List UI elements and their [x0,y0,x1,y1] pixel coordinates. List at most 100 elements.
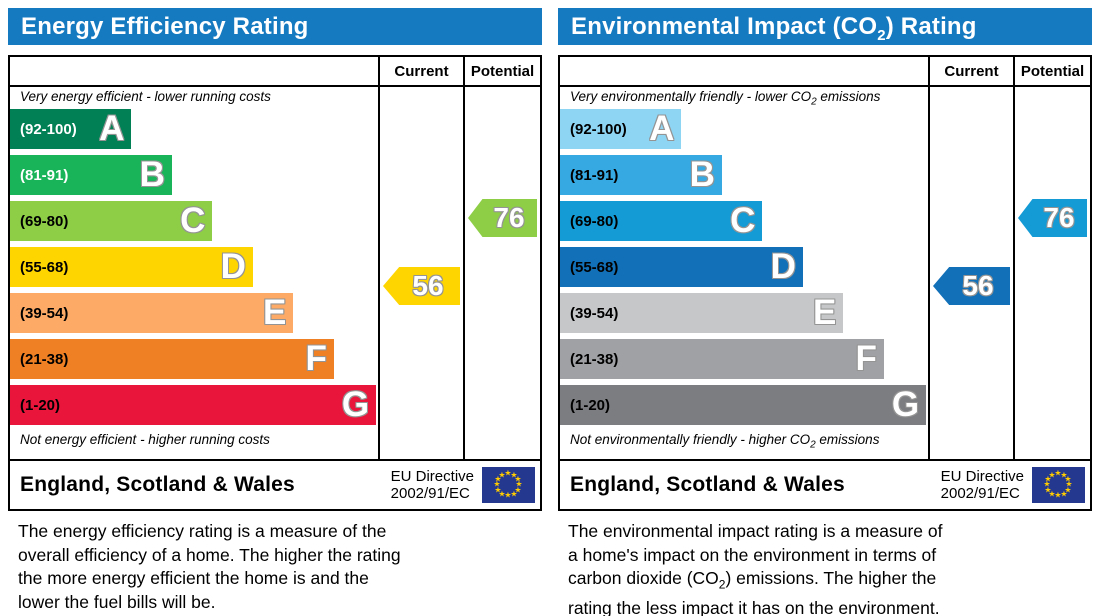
current-column-header: Current [378,57,463,85]
current-column-header: Current [928,57,1013,85]
bottom-caption: Not environmentally friendly - higher CO… [570,432,880,451]
potential-rating-arrow: 76 [1018,199,1087,237]
band-f: (21-38) F [10,339,334,379]
band-letter: D [770,247,796,286]
band-row: (21-38) F [10,339,378,385]
current-rating-arrow: 56 [933,267,1010,305]
band-row: (69-80) C [560,201,928,247]
band-letter: E [813,293,837,332]
band-range: (69-80) [20,212,69,230]
current-column: 56 [378,87,463,459]
energy-rating-description: The energy efficiency rating is a measur… [18,521,401,612]
band-column-header [10,57,378,85]
bands-column: Very environmentally friendly - lower CO… [560,87,928,459]
band-range: (39-54) [20,304,69,322]
potential-column-header: Potential [1013,57,1090,85]
energy-rating-table: Current Potential Very energy efficient … [8,55,542,511]
potential-rating-value: 76 [493,202,525,233]
band-range: (21-38) [570,350,619,368]
band-letter: E [263,293,287,332]
band-row: (1-20) G [10,385,378,431]
title-text-after: ) Rating [885,13,977,40]
energy-panel-title: Energy Efficiency Rating [8,8,542,45]
current-rating-arrow: 56 [383,267,460,305]
band-row: (21-38) F [560,339,928,385]
potential-column: 76 [463,87,540,459]
band-a: (92-100) A [560,109,682,149]
band-letter: B [139,155,165,194]
band-range: (69-80) [570,212,619,230]
chart-body: Very energy efficient - lower running co… [10,87,540,459]
band-range: (1-20) [20,396,61,414]
current-column: 56 [928,87,1013,459]
eu-directive-label: EU Directive 2002/91/EC [390,468,474,502]
band-a: (92-100) A [10,109,132,149]
band-range: (81-91) [20,166,69,184]
bottom-caption: Not energy efficient - higher running co… [20,432,270,448]
band-g: (1-20) G [560,385,927,425]
band-row: (1-20) G [560,385,928,431]
band-row: (39-54) E [10,293,378,339]
band-range: (81-91) [570,166,619,184]
current-rating-value: 56 [962,270,994,301]
band-letter: F [855,339,877,378]
band-range: (55-68) [570,258,619,276]
energy-efficiency-panel: Energy Efficiency Rating Current Potenti… [8,8,542,511]
eu-directive-label: EU Directive 2002/91/EC [940,468,1024,502]
table-header: Current Potential [10,57,540,87]
region-label: England, Scotland & Wales [20,473,295,496]
band-e: (39-54) E [560,293,844,333]
table-header: Current Potential [560,57,1090,87]
band-row: (39-54) E [560,293,928,339]
co2-panel-title: Environmental Impact (CO2) Rating [558,8,1092,45]
band-d: (55-68) D [10,247,253,287]
current-rating-value: 56 [412,270,444,301]
band-range: (21-38) [20,350,69,368]
potential-column: 76 [1013,87,1090,459]
region-label: England, Scotland & Wales [570,473,845,496]
band-row: (55-68) D [560,247,928,293]
band-c: (69-80) C [10,201,213,241]
potential-rating-arrow: 76 [468,199,537,237]
band-letter: B [689,155,715,194]
chart-body: Very environmentally friendly - lower CO… [560,87,1090,459]
band-g: (1-20) G [10,385,377,425]
band-letter: G [891,385,920,424]
potential-column-header: Potential [463,57,540,85]
title-text: Environmental Impact (CO [571,13,878,40]
band-range: (92-100) [20,120,77,138]
band-e: (39-54) E [10,293,294,333]
band-f: (21-38) F [560,339,884,379]
band-range: (92-100) [570,120,627,138]
band-column-header [560,57,928,85]
band-row: (92-100) A [10,109,378,155]
band-letter: F [305,339,327,378]
band-range: (55-68) [20,258,69,276]
band-row: (81-91) B [560,155,928,201]
potential-rating-value: 76 [1043,202,1075,233]
eu-flag-icon [1032,467,1085,503]
band-row: (55-68) D [10,247,378,293]
band-letter: C [180,201,206,240]
environmental-impact-panel: Environmental Impact (CO2) Rating Curren… [558,8,1092,511]
band-letter: C [730,201,756,240]
band-row: (81-91) B [10,155,378,201]
band-b: (81-91) B [560,155,722,195]
co2-rating-description: The environmental impact rating is a mea… [568,521,943,616]
table-footer: England, Scotland & Wales EU Directive 2… [10,459,540,509]
title-subscript: 2 [877,26,886,44]
band-range: (1-20) [570,396,611,414]
top-caption: Very energy efficient - lower running co… [20,88,271,104]
title-text: Energy Efficiency Rating [21,13,309,40]
band-letter: D [220,247,246,286]
band-letter: A [99,109,125,148]
band-letter: A [649,109,675,148]
band-c: (69-80) C [560,201,763,241]
bands-column: Very energy efficient - lower running co… [10,87,378,459]
band-range: (39-54) [570,304,619,322]
band-letter: G [341,385,370,424]
band-row: (69-80) C [10,201,378,247]
table-footer: England, Scotland & Wales EU Directive 2… [560,459,1090,509]
top-caption: Very environmentally friendly - lower CO… [570,88,881,108]
